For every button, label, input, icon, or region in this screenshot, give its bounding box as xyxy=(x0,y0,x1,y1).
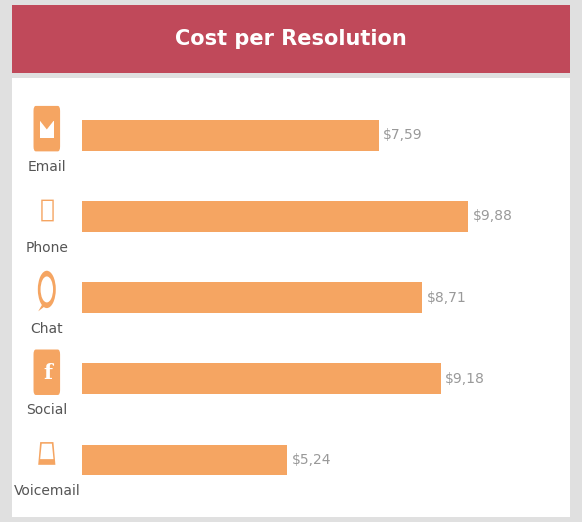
Text: $9,88: $9,88 xyxy=(473,209,513,223)
Text: f: f xyxy=(44,363,53,383)
Text: Chat: Chat xyxy=(30,322,63,336)
Circle shape xyxy=(38,271,56,308)
Polygon shape xyxy=(38,303,49,311)
FancyBboxPatch shape xyxy=(34,350,60,395)
Polygon shape xyxy=(40,444,54,459)
Polygon shape xyxy=(38,442,55,465)
Text: 📞: 📞 xyxy=(40,198,54,222)
Text: $5,24: $5,24 xyxy=(292,453,331,467)
Bar xyxy=(82,445,287,476)
Text: $9,18: $9,18 xyxy=(445,372,485,386)
Circle shape xyxy=(41,277,53,302)
Bar xyxy=(82,363,441,394)
FancyBboxPatch shape xyxy=(34,106,60,151)
Text: $8,71: $8,71 xyxy=(427,291,467,304)
Text: $7,59: $7,59 xyxy=(383,128,423,142)
Bar xyxy=(82,120,378,150)
Text: Voicemail: Voicemail xyxy=(13,484,80,499)
Bar xyxy=(82,282,423,313)
Text: Social: Social xyxy=(26,403,68,417)
Bar xyxy=(82,201,468,232)
Polygon shape xyxy=(40,121,54,129)
Polygon shape xyxy=(40,121,54,138)
Text: Cost per Resolution: Cost per Resolution xyxy=(175,29,407,49)
Text: Email: Email xyxy=(27,160,66,173)
Text: Phone: Phone xyxy=(26,241,68,255)
